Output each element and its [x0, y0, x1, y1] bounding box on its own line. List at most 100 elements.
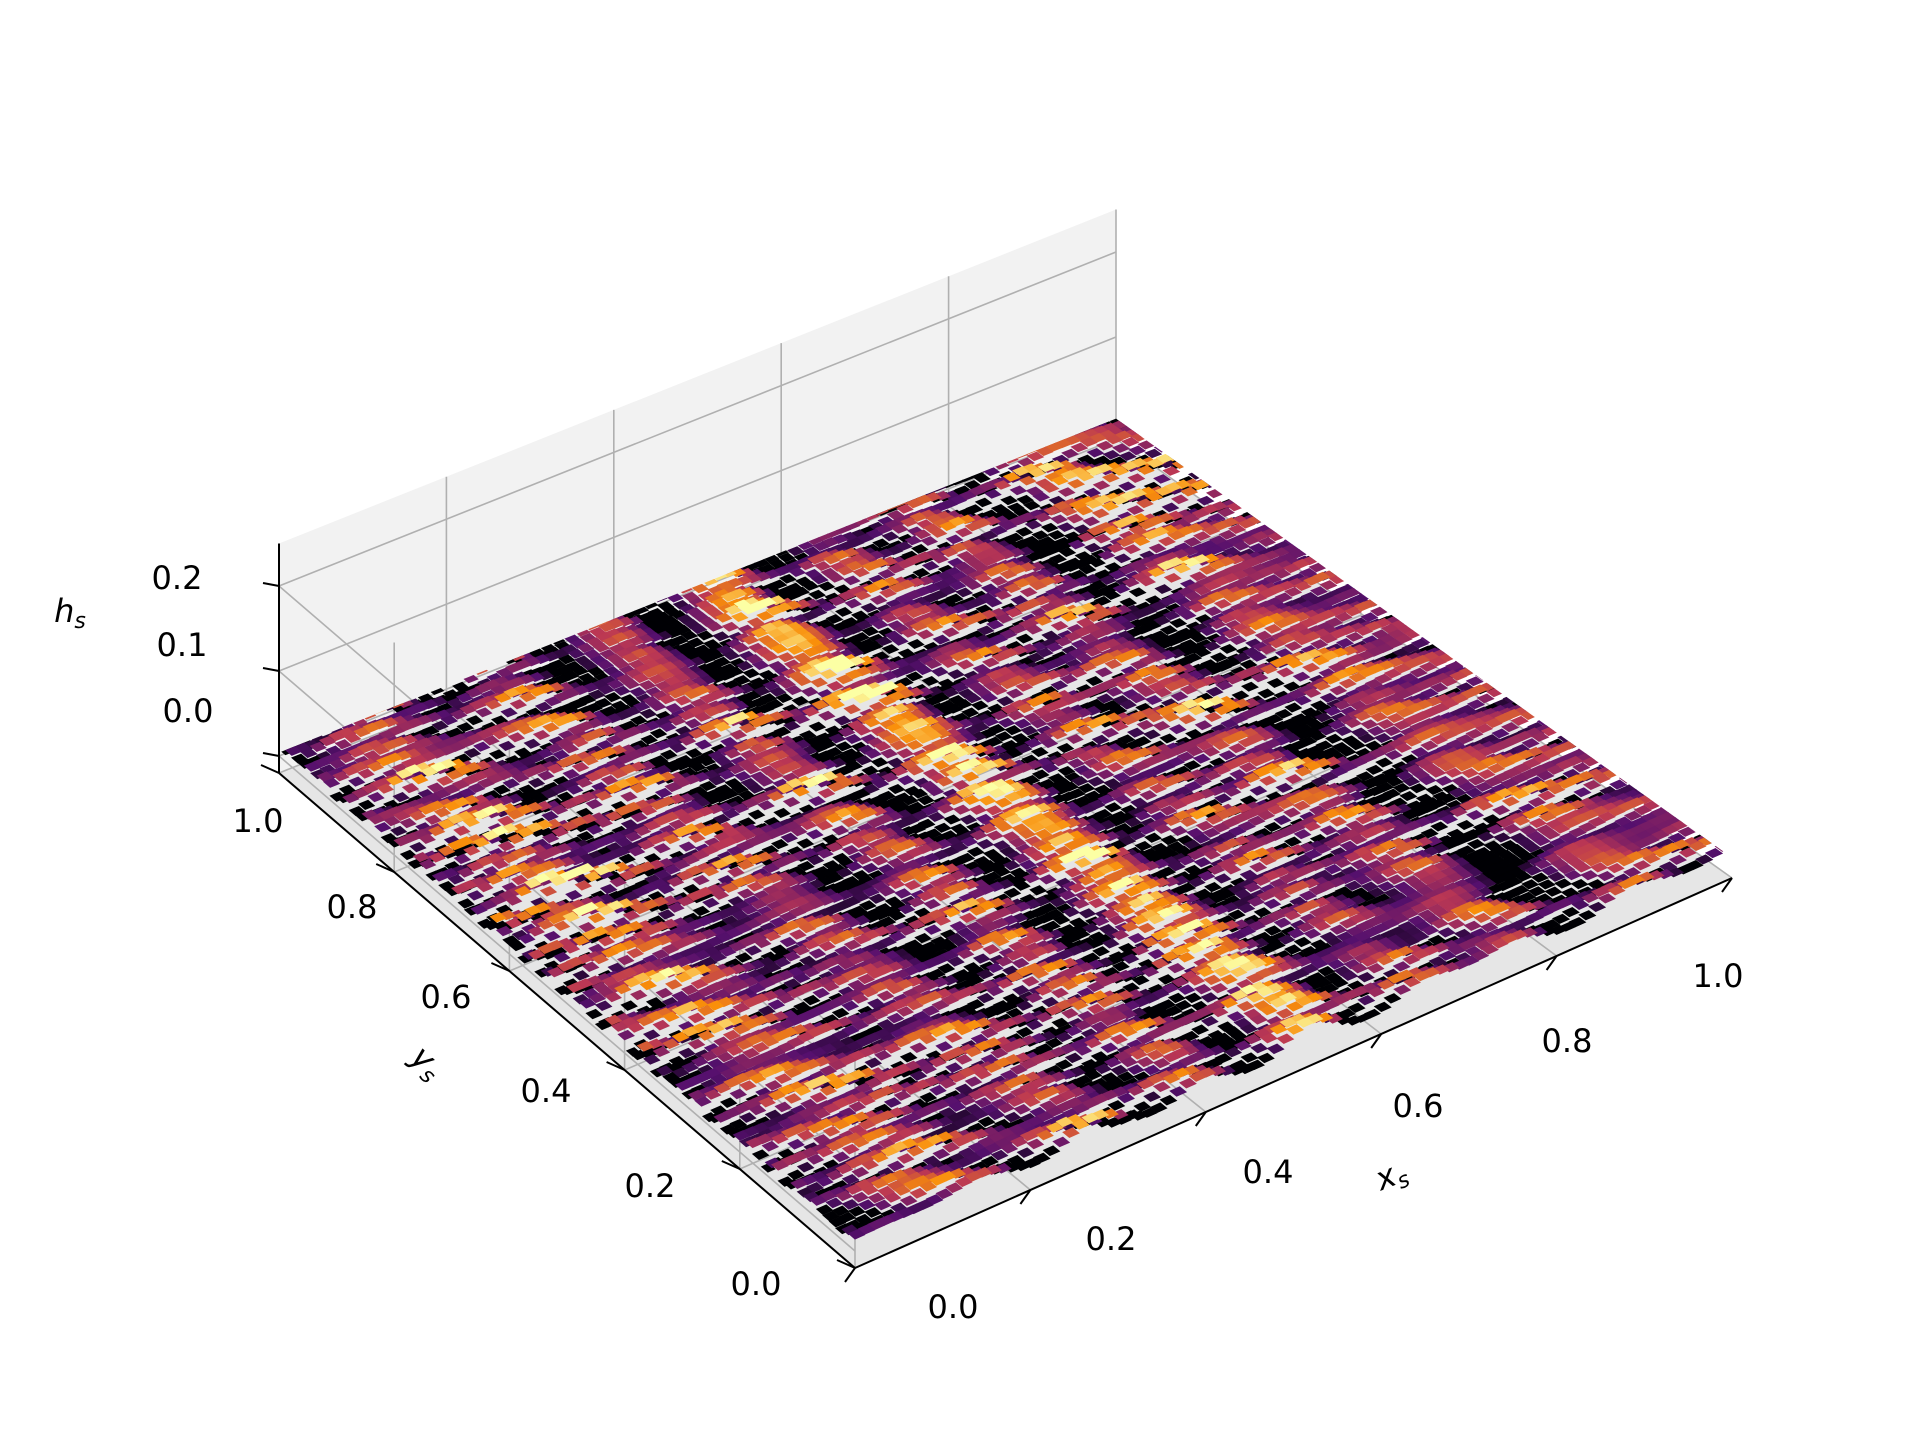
surface-cell [1144, 448, 1163, 459]
surface-cell [1196, 495, 1215, 506]
back-right-pane [279, 209, 1116, 773]
surface-cell [1043, 505, 1062, 516]
surface-cell [1000, 495, 1018, 506]
surface-cell [900, 517, 918, 527]
surface-cell [1155, 453, 1174, 464]
surface-cell [1035, 446, 1054, 457]
surface-cell [948, 516, 967, 527]
surface-cell [1191, 508, 1210, 519]
surface-cell [1110, 495, 1129, 506]
surface-cell [974, 497, 993, 508]
surface-cell [939, 521, 957, 532]
surface-cell [945, 534, 964, 545]
surface-cell [1136, 465, 1155, 475]
surface-cell [993, 480, 1012, 490]
surface-cell [1372, 595, 1391, 606]
surface-cell [1208, 475, 1227, 485]
surface-cell [1047, 530, 1066, 540]
surface-cell [1202, 525, 1221, 536]
surface-cell [1215, 482, 1234, 492]
surface-cell [1468, 663, 1487, 674]
surface-cell [1123, 544, 1141, 555]
surface-cell [881, 531, 900, 542]
surface-cell [1034, 512, 1052, 523]
surface-cell [1158, 536, 1176, 547]
surface-cell [1148, 543, 1167, 554]
surface-cell [1041, 483, 1060, 493]
surface-cell [1235, 497, 1254, 507]
surface-cell [1023, 500, 1041, 511]
surface-cell [896, 504, 914, 514]
surface-cell [1193, 531, 1211, 541]
surface-cell [1162, 466, 1181, 476]
surface-cell [1248, 543, 1267, 553]
surface-cell [1057, 487, 1076, 497]
surface-cell [1707, 831, 1727, 843]
surface-cell [1091, 508, 1110, 519]
surface-cell [1114, 430, 1133, 441]
surface-cell [1102, 525, 1121, 535]
surface-cell [1024, 519, 1043, 530]
surface-cell [1140, 429, 1158, 439]
surface-cell [1070, 442, 1089, 453]
surface-cell [1016, 494, 1035, 505]
surface-cell [1059, 506, 1078, 517]
surface-cell [1067, 478, 1086, 489]
surface-cell [1174, 452, 1193, 462]
surface-cell [1251, 531, 1270, 541]
surface-cell [1183, 537, 1202, 547]
surface-cell [1167, 530, 1186, 541]
surface-cell [1008, 516, 1027, 526]
surface-cell [1611, 764, 1631, 775]
surface-cell [1051, 475, 1069, 486]
surface-cell [1570, 736, 1590, 747]
surface-cell [1136, 498, 1154, 509]
surface-cell [1180, 486, 1199, 497]
surface-cell [1141, 530, 1160, 540]
surface-cell [980, 530, 999, 541]
surface-cell [1083, 487, 1102, 498]
surface-cell [1060, 470, 1079, 480]
surface-cell [1132, 536, 1151, 546]
surface-cell [1257, 537, 1276, 547]
surface-cell [1095, 440, 1114, 451]
surface-cell [1241, 535, 1260, 546]
surface-cell [1119, 490, 1138, 501]
surface-cell [964, 521, 983, 532]
surface-cell [1086, 526, 1105, 536]
surface-cell [1050, 514, 1068, 525]
grid-line [278, 336, 1117, 672]
surface-cell [1040, 522, 1059, 533]
surface-cell [1077, 532, 1096, 542]
surface-cell [874, 524, 893, 534]
surface-cell [1094, 494, 1113, 505]
surface-cell [1146, 458, 1165, 468]
surface-cell [1102, 449, 1121, 460]
surface-cell [1205, 488, 1224, 499]
surface-cell [1085, 466, 1104, 477]
surface-cell [1084, 499, 1103, 509]
surface-cell [1232, 541, 1251, 551]
surface-cell [1056, 522, 1075, 532]
surface-cell [1126, 505, 1145, 515]
surface-cell [1032, 491, 1051, 502]
surface-cell [1066, 513, 1085, 524]
surface-cell [1447, 648, 1466, 659]
height-surface [279, 418, 1732, 1240]
surface-cell [1116, 537, 1135, 547]
surface-cell [1413, 624, 1432, 635]
surface-cell [1082, 516, 1101, 527]
surface-cell [968, 486, 986, 496]
surface-cell [1153, 474, 1171, 484]
surface-cell [1012, 466, 1030, 477]
surface-cell [1028, 467, 1046, 478]
surface-cell [1006, 502, 1025, 513]
surface-cell [1182, 513, 1200, 524]
surface-cell [1145, 491, 1164, 502]
surface-cell [1222, 546, 1241, 557]
surface-cell [905, 498, 924, 509]
surface-cell [1061, 448, 1079, 459]
surface-cell [1189, 480, 1208, 491]
surface-cell [1002, 472, 1021, 482]
